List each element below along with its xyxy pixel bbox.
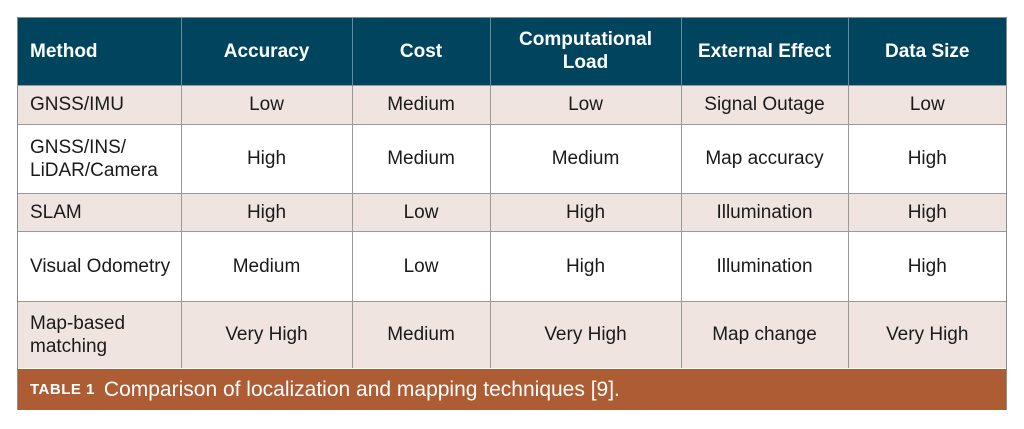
table-row: SLAM High Low High Illumination High <box>18 192 1006 231</box>
cell-external-effect: Map change <box>681 300 849 368</box>
cell-data-size: Very High <box>848 300 1006 368</box>
table-row: Map-based matching Very High Medium Very… <box>18 300 1006 368</box>
cell-data-size: High <box>848 192 1006 231</box>
cell-accuracy: Low <box>181 84 353 124</box>
cell-external-effect: Illumination <box>681 192 849 231</box>
cell-accuracy: Medium <box>181 230 353 301</box>
cell-cost: Low <box>352 230 491 301</box>
cell-computational-load: Very High <box>490 300 682 368</box>
caption-text: Comparison of localization and mapping t… <box>103 377 620 401</box>
header-computational-load: Computational Load <box>490 18 682 85</box>
cell-cost: Low <box>352 192 491 231</box>
caption-label: TABLE 1 <box>30 381 95 398</box>
cell-method: Visual Odometry <box>18 230 182 301</box>
comparison-table: Method Accuracy Cost Computational Load … <box>18 18 1006 368</box>
cell-computational-load: High <box>490 192 682 231</box>
cell-accuracy: High <box>181 192 353 231</box>
header-external-effect: External Effect <box>681 18 849 85</box>
header-data-size: Data Size <box>848 18 1006 85</box>
cell-method: GNSS/INS/ LiDAR/Camera <box>18 123 182 193</box>
header-method: Method <box>18 18 182 85</box>
cell-external-effect: Illumination <box>681 230 849 301</box>
cell-cost: Medium <box>352 84 491 124</box>
cell-external-effect: Map accuracy <box>681 123 849 193</box>
cell-cost: Medium <box>352 300 491 368</box>
cell-accuracy: High <box>181 123 353 193</box>
table-row: Visual Odometry Medium Low High Illumina… <box>18 230 1006 301</box>
cell-method: GNSS/IMU <box>18 84 182 124</box>
cell-external-effect: Signal Outage <box>681 84 849 124</box>
cell-method: Map-based matching <box>18 300 182 368</box>
header-cost: Cost <box>352 18 491 85</box>
cell-data-size: High <box>848 230 1006 301</box>
table-row: GNSS/INS/ LiDAR/Camera High Medium Mediu… <box>18 123 1006 193</box>
table-caption: TABLE 1 Comparison of localization and m… <box>18 369 1006 410</box>
cell-computational-load: Medium <box>490 123 682 193</box>
table-row: GNSS/IMU Low Medium Low Signal Outage Lo… <box>18 84 1006 124</box>
cell-method: SLAM <box>18 192 182 231</box>
header-row: Method Accuracy Cost Computational Load … <box>18 18 1006 85</box>
cell-data-size: Low <box>848 84 1006 124</box>
header-accuracy: Accuracy <box>181 18 353 85</box>
cell-computational-load: High <box>490 230 682 301</box>
cell-cost: Medium <box>352 123 491 193</box>
cell-accuracy: Very High <box>181 300 353 368</box>
cell-computational-load: Low <box>490 84 682 124</box>
table-figure: Method Accuracy Cost Computational Load … <box>17 17 1007 410</box>
cell-data-size: High <box>848 123 1006 193</box>
